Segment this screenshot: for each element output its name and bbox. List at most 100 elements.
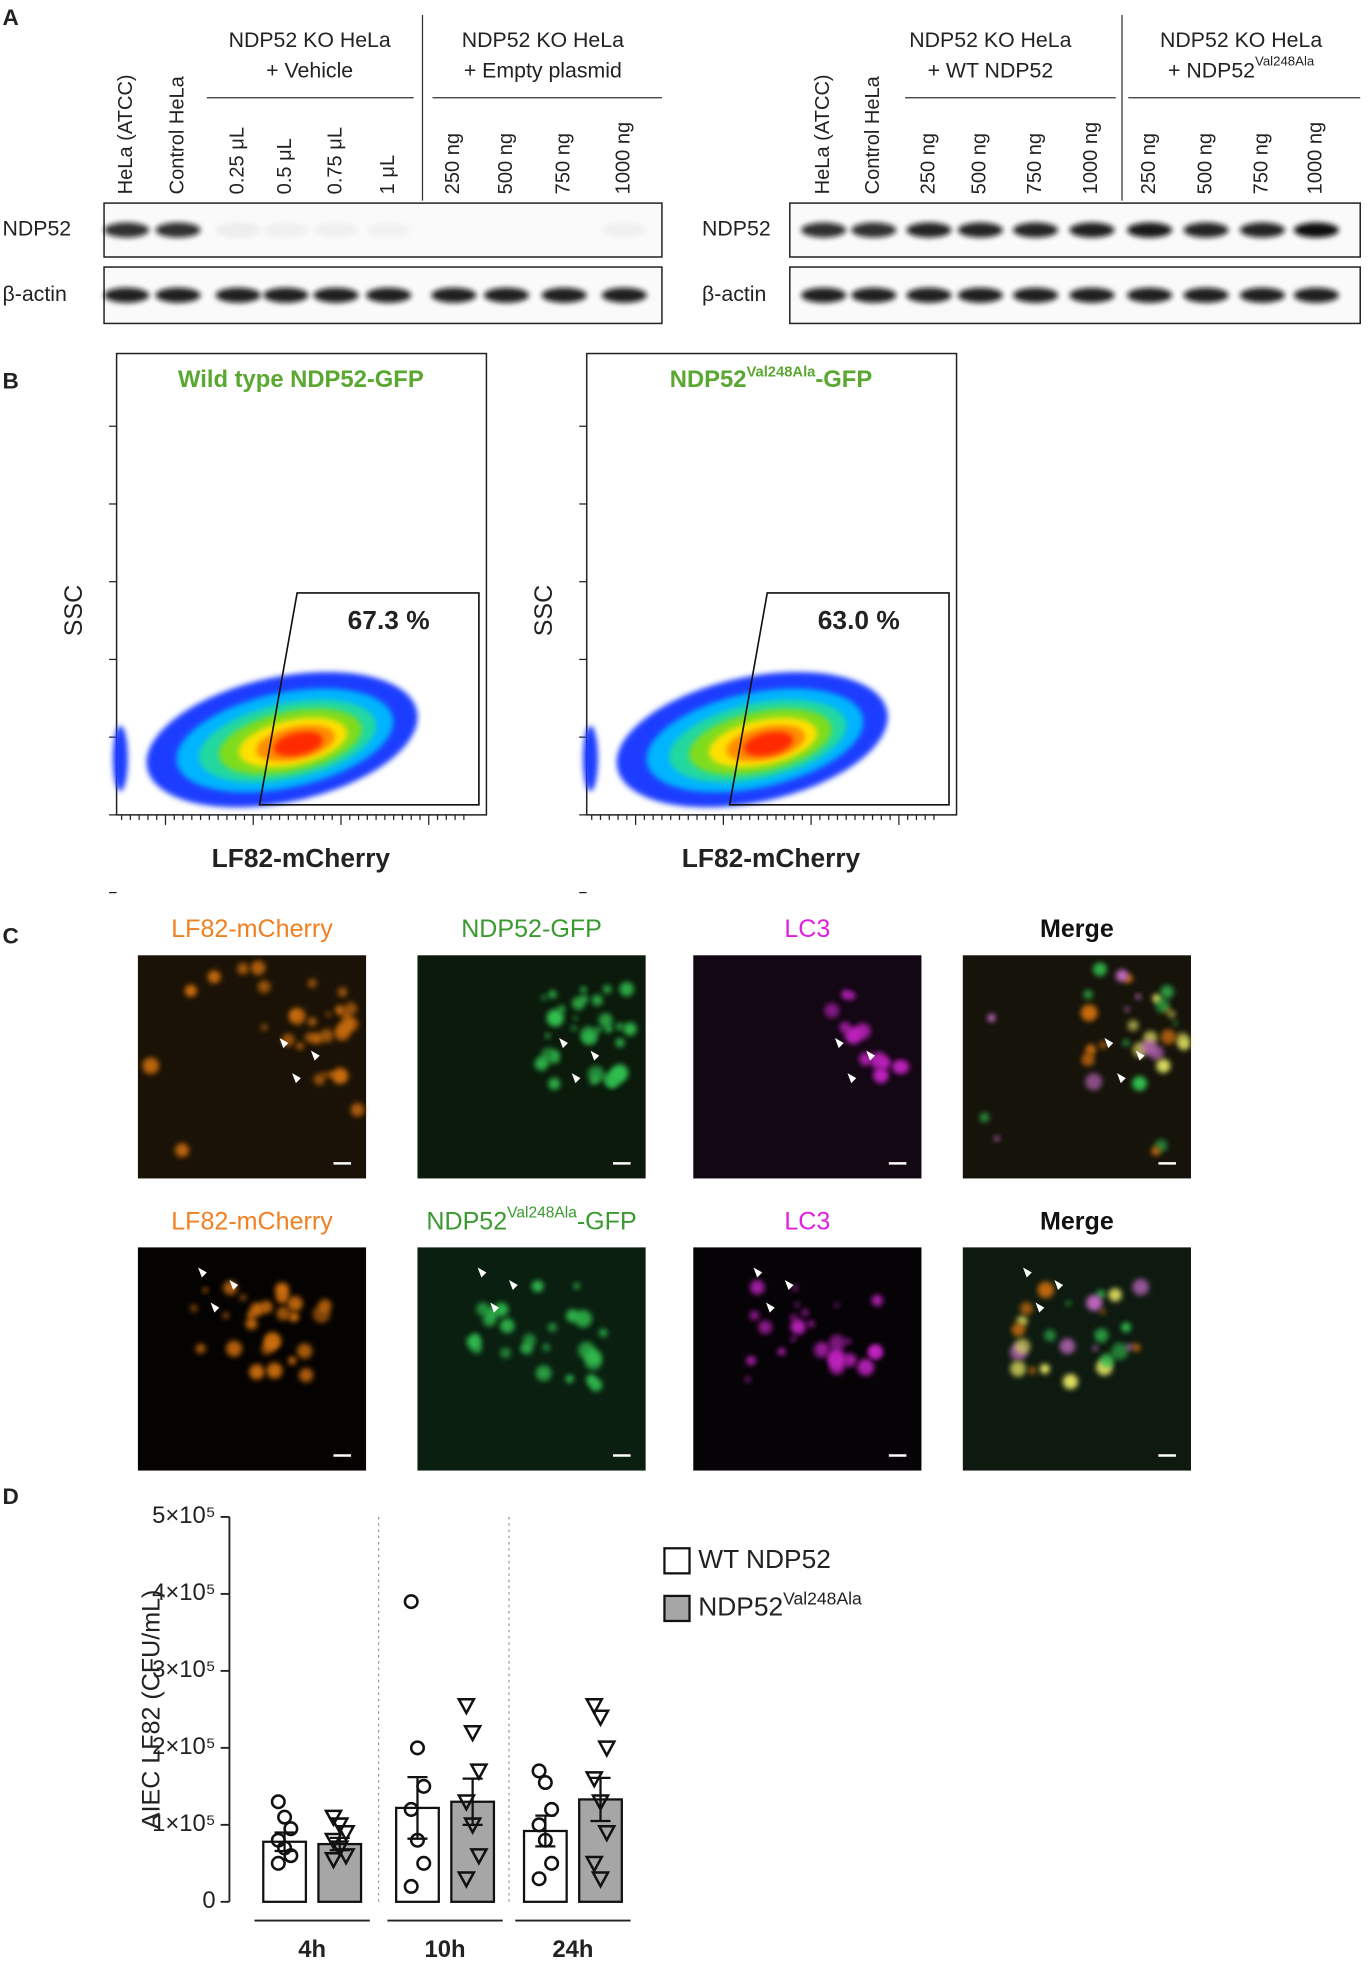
spot <box>845 1338 851 1344</box>
blot-row-label: NDP52 <box>3 217 72 241</box>
image-label-main: NDP52-GFP <box>461 915 602 943</box>
micrograph-spots <box>466 1280 608 1392</box>
arrowhead <box>559 1038 568 1049</box>
spot <box>842 1353 857 1367</box>
spot <box>749 1280 765 1295</box>
spot <box>1014 1338 1031 1355</box>
spot <box>344 1002 358 1016</box>
band <box>957 287 1003 303</box>
group-header-main: + Empty plasmid <box>464 58 622 82</box>
band <box>1239 222 1286 238</box>
spot <box>350 1102 365 1117</box>
flow-x-label: LF82-mCherry <box>682 843 861 873</box>
data-point <box>531 1763 547 1779</box>
lane-label: 1000 ng <box>613 122 635 194</box>
spot <box>307 1017 317 1027</box>
spot <box>1019 1302 1034 1316</box>
spot <box>500 1347 511 1359</box>
band <box>313 287 359 303</box>
data-point <box>531 1871 547 1887</box>
band <box>906 287 952 303</box>
lane-label: 500 ng <box>969 133 991 194</box>
band <box>215 287 261 303</box>
micrograph-spots <box>824 989 910 1084</box>
band <box>601 222 647 238</box>
spot <box>1121 1322 1131 1333</box>
spot <box>580 986 587 994</box>
spot <box>1160 985 1174 999</box>
spot <box>264 1335 280 1351</box>
spot <box>250 960 266 976</box>
blot-row-label: β-actin <box>702 282 766 306</box>
group-header: NDP52 KO HeLa <box>462 28 624 52</box>
band <box>155 222 201 238</box>
y-tick-label: 0 <box>202 1887 215 1914</box>
spot <box>1100 1353 1115 1368</box>
band <box>431 287 477 303</box>
band <box>263 222 309 238</box>
spot <box>1125 1343 1133 1351</box>
group-header-sup: Val248Ala <box>1255 54 1315 69</box>
gate-percent: 63.0 % <box>818 605 900 635</box>
density-contour <box>582 725 598 792</box>
spot <box>1115 969 1129 982</box>
image-label: NDP52-GFP <box>461 915 602 943</box>
data-point <box>416 1855 432 1871</box>
spot <box>476 1302 490 1316</box>
legend-label: WT NDP52 <box>698 1544 831 1574</box>
data-point <box>590 1871 611 1889</box>
spot <box>994 1135 1000 1142</box>
lane-label: 500 ng <box>1194 133 1216 194</box>
micrograph <box>962 955 1191 1179</box>
arrowhead <box>1104 1038 1114 1049</box>
data-point <box>544 1801 560 1817</box>
spot <box>226 1340 243 1357</box>
arrowhead <box>198 1267 207 1278</box>
spot <box>744 1376 751 1383</box>
group-header: NDP52 KO HeLa <box>909 28 1071 52</box>
spot <box>791 1284 798 1292</box>
band <box>155 287 201 303</box>
spot <box>1122 1039 1130 1047</box>
spot <box>854 1023 871 1040</box>
data-point <box>590 1709 611 1728</box>
spot <box>615 1037 625 1048</box>
error-bar <box>590 1776 611 1823</box>
spot <box>1151 1146 1161 1156</box>
spot <box>790 1314 798 1322</box>
spot <box>1083 989 1093 1000</box>
band <box>541 287 587 303</box>
spot <box>260 1023 268 1031</box>
spot <box>609 1080 616 1088</box>
lane-label: 0.5 μL <box>274 138 296 194</box>
spot <box>222 1312 230 1319</box>
data-point <box>584 1771 604 1789</box>
spot <box>472 1333 479 1341</box>
band <box>1069 287 1115 303</box>
spot <box>338 1019 353 1034</box>
spot <box>589 1378 603 1392</box>
data-point <box>456 1871 476 1889</box>
micrograph <box>962 1247 1191 1471</box>
spot <box>1108 1288 1122 1302</box>
data-point <box>416 1778 432 1794</box>
arrowhead <box>1117 1073 1126 1084</box>
flow-title-main: Wild type NDP52-GFP <box>178 366 424 393</box>
spot <box>542 1343 551 1352</box>
data-point <box>456 1794 476 1812</box>
legend-label: NDP52Val248Ala <box>698 1588 862 1621</box>
spot <box>573 1282 580 1290</box>
panel-label: A <box>3 5 19 30</box>
band <box>483 287 530 303</box>
spot <box>1178 1038 1191 1051</box>
data-point <box>403 1878 419 1894</box>
spot <box>1081 1052 1095 1067</box>
flow-title-sup: Val248Ala <box>746 364 816 380</box>
spot <box>1092 1345 1098 1351</box>
spot <box>290 1010 300 1020</box>
group-header: + NDP52Val248Ala <box>1168 54 1315 82</box>
spot <box>548 990 557 999</box>
flow-y-label: SSC <box>60 585 88 637</box>
spot <box>790 1336 796 1342</box>
